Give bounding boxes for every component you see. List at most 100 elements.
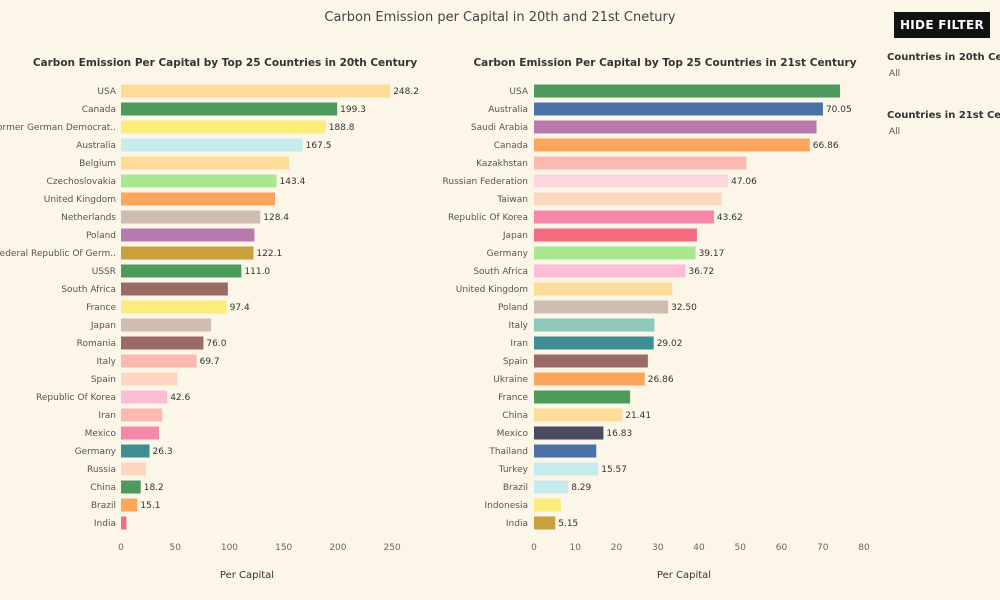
c20-bar[interactable] xyxy=(121,408,163,422)
c21-value-label: 29.02 xyxy=(657,339,683,349)
c20-x-axis-title: Per Capital xyxy=(220,570,274,581)
c20-value-label: 188.8 xyxy=(329,123,355,133)
c21-category-label: Brazil xyxy=(503,483,528,493)
c21-bar[interactable] xyxy=(534,84,841,98)
hide-filter-button[interactable]: HIDE FILTER xyxy=(894,12,990,38)
c20-bar[interactable] xyxy=(121,354,197,368)
c20-bar[interactable] xyxy=(121,84,391,98)
c20-bar[interactable] xyxy=(121,282,228,296)
c21-bar[interactable] xyxy=(534,318,655,332)
c20-category-label: Japan xyxy=(90,321,116,331)
c20-category-label: Germany xyxy=(75,447,117,457)
c21-category-label: Republic Of Korea xyxy=(448,213,528,223)
c20-bar[interactable] xyxy=(121,462,146,476)
c20-bar[interactable] xyxy=(121,210,261,224)
c21-bar[interactable] xyxy=(534,174,729,188)
c21-category-label: USA xyxy=(509,87,528,97)
c20-category-label: Australia xyxy=(76,141,116,151)
c21-category-label: Taiwan xyxy=(496,195,528,205)
c21-category-label: Ukraine xyxy=(493,375,528,385)
c20-bar[interactable] xyxy=(121,480,141,494)
c20-value-label: 18.2 xyxy=(144,483,164,493)
c21-bar[interactable] xyxy=(534,246,696,260)
c21-category-label: Mexico xyxy=(497,429,529,439)
c20-bar[interactable] xyxy=(121,336,204,350)
c21-tick-label: 10 xyxy=(570,543,582,553)
c21-bar[interactable] xyxy=(534,282,673,296)
c20-bar[interactable] xyxy=(121,102,338,116)
c21-tick-label: 60 xyxy=(776,543,788,553)
c20-category-label: Czechoslovakia xyxy=(47,177,116,187)
c20-bar[interactable] xyxy=(121,426,159,440)
c21-category-label: Kazakhstan xyxy=(476,159,528,169)
c21-tick-label: 20 xyxy=(611,543,623,553)
c20-bar[interactable] xyxy=(121,264,242,278)
c21-value-label: 8.29 xyxy=(571,483,591,493)
c21-bar[interactable] xyxy=(534,498,561,512)
c20-bar[interactable] xyxy=(121,300,227,314)
c20-value-label: 122.1 xyxy=(256,249,282,259)
c20-chart-title: Carbon Emission Per Capital by Top 25 Co… xyxy=(33,57,417,69)
c21-bar[interactable] xyxy=(534,300,669,314)
c20-tick-label: 50 xyxy=(170,543,182,553)
c20-value-label: 128.4 xyxy=(263,213,289,223)
c20-bar[interactable] xyxy=(121,516,127,530)
c21-bar[interactable] xyxy=(534,210,714,224)
c21-bar[interactable] xyxy=(534,516,556,530)
c21-bar[interactable] xyxy=(534,354,648,368)
c20-bar[interactable] xyxy=(121,120,326,134)
c20-bar[interactable] xyxy=(121,390,168,404)
c20-value-label: 97.4 xyxy=(230,303,250,313)
c21-bar[interactable] xyxy=(534,156,747,170)
c21-bar[interactable] xyxy=(534,372,645,386)
c20-category-label: Italy xyxy=(96,357,116,367)
c21-category-label: United Kingdom xyxy=(456,285,528,295)
filter-20th-century[interactable]: Countries in 20th Cen All xyxy=(887,52,1000,79)
c20-category-label: Brazil xyxy=(91,501,116,511)
c21-bar[interactable] xyxy=(534,480,569,494)
c21-bar[interactable] xyxy=(534,390,631,404)
c20-bar[interactable] xyxy=(121,246,254,260)
c21-bar[interactable] xyxy=(534,192,722,206)
c20-category-label: United Kingdom xyxy=(44,195,116,205)
c20-bar[interactable] xyxy=(121,156,290,170)
c20-bar[interactable] xyxy=(121,318,212,332)
c21-tick-label: 80 xyxy=(858,543,870,553)
c21-bar[interactable] xyxy=(534,336,654,350)
c21-bar[interactable] xyxy=(534,120,817,134)
filter-20th-value[interactable]: All xyxy=(889,69,901,79)
c20-bar[interactable] xyxy=(121,228,255,242)
c21-bar[interactable] xyxy=(534,264,686,278)
c21-bar[interactable] xyxy=(534,138,810,152)
c21-bar[interactable] xyxy=(534,426,604,440)
c20-value-label: 248.2 xyxy=(393,87,419,97)
c20-value-label: 167.5 xyxy=(306,141,332,151)
c20-bar[interactable] xyxy=(121,192,276,206)
c21-bar[interactable] xyxy=(534,444,597,458)
c21-category-label: South Africa xyxy=(473,267,528,277)
filter-21st-label: Countries in 21st Cen xyxy=(887,110,1000,121)
filter-21st-century[interactable]: Countries in 21st Cen All xyxy=(887,110,1000,137)
c21-value-label: 36.72 xyxy=(688,267,714,277)
c21-bar[interactable] xyxy=(534,408,623,422)
c20-category-label: Mexico xyxy=(85,429,117,439)
c21-tick-label: 50 xyxy=(735,543,747,553)
c20-bar[interactable] xyxy=(121,174,277,188)
filter-21st-value[interactable]: All xyxy=(889,127,901,137)
c21-category-label: Indonesia xyxy=(484,501,528,511)
c21-bar[interactable] xyxy=(534,228,697,242)
c21-value-label: 32.50 xyxy=(671,303,697,313)
page-title: Carbon Emission per Capital in 20th and … xyxy=(324,10,676,25)
c21-category-label: Canada xyxy=(494,141,528,151)
c21-category-label: Spain xyxy=(503,357,528,367)
c21-bar[interactable] xyxy=(534,102,823,116)
c20-bar[interactable] xyxy=(121,138,303,152)
c20-category-label: USA xyxy=(97,87,116,97)
c20-bar[interactable] xyxy=(121,498,138,512)
c21-category-label: Thailand xyxy=(488,447,528,457)
c20-bar[interactable] xyxy=(121,372,178,386)
c21-bar[interactable] xyxy=(534,462,599,476)
c20-bar[interactable] xyxy=(121,444,150,458)
c21-category-label: Germany xyxy=(487,249,529,259)
